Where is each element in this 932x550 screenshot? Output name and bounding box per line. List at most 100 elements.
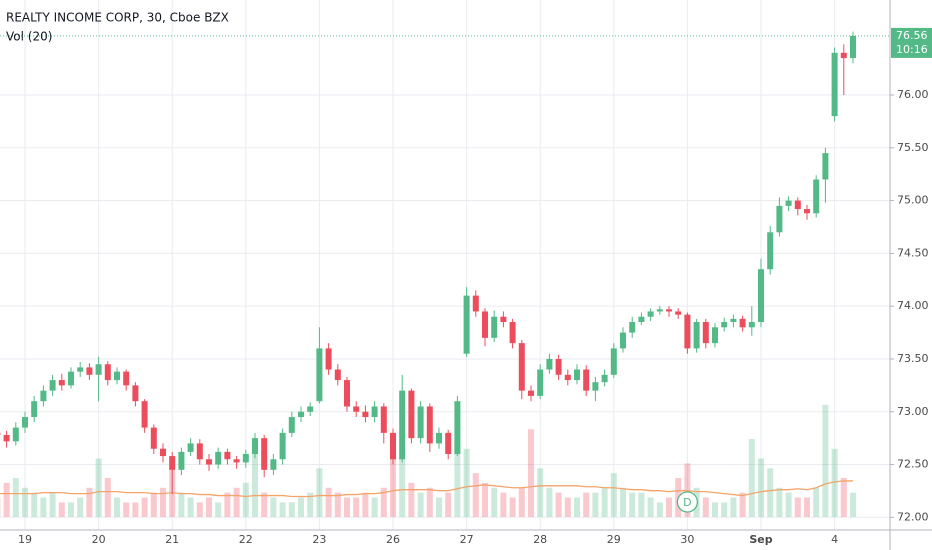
x-tick-label: 19 xyxy=(18,533,32,546)
volume-bar xyxy=(408,482,415,517)
volume-bar xyxy=(86,487,93,517)
candle-body xyxy=(436,432,442,444)
candle-body xyxy=(169,456,176,470)
volume-bar xyxy=(472,473,479,517)
candle-body xyxy=(77,367,84,372)
candle-body xyxy=(261,438,268,470)
volume-bar xyxy=(3,482,10,517)
volume-bar xyxy=(601,487,608,517)
candle-body xyxy=(288,417,295,433)
candle-body xyxy=(114,371,120,381)
volume-bar xyxy=(104,478,111,517)
y-tick-label: 74.00 xyxy=(897,299,929,312)
candle-body xyxy=(482,311,488,338)
candle-body xyxy=(242,453,249,463)
volume-bar xyxy=(68,502,74,517)
volume-bar xyxy=(712,502,718,517)
candle-body xyxy=(500,316,507,323)
candle-body xyxy=(123,371,130,386)
y-tick-label: 72.50 xyxy=(897,458,929,471)
volume-bar xyxy=(656,502,663,517)
candle-body xyxy=(666,309,672,312)
candle-body xyxy=(95,364,102,375)
candle-body xyxy=(417,406,424,439)
grid xyxy=(0,0,890,530)
volume-bar xyxy=(620,487,626,517)
candle-body xyxy=(748,322,755,328)
candle-body xyxy=(472,295,479,312)
candle-body xyxy=(279,432,286,460)
candle-body xyxy=(463,295,470,354)
candle-body xyxy=(758,269,764,323)
volume-bar xyxy=(518,487,525,517)
volume-bar xyxy=(574,497,580,517)
candle-body xyxy=(491,316,498,338)
volume-bar xyxy=(491,487,498,517)
volume-bar xyxy=(564,497,571,517)
volume-bar xyxy=(758,458,764,517)
volume-bar xyxy=(840,478,847,517)
y-tick-label: 73.00 xyxy=(897,405,929,418)
volume-bar xyxy=(592,492,599,517)
candle-body xyxy=(31,401,38,418)
candle-body xyxy=(767,232,774,270)
candle-body xyxy=(684,314,691,349)
volume-bar xyxy=(362,492,369,517)
last-price-box xyxy=(891,27,932,58)
candle-body xyxy=(104,364,111,381)
volume-bar xyxy=(22,487,28,517)
candle-body xyxy=(22,417,28,428)
candle-body xyxy=(399,390,406,460)
candle-body xyxy=(408,390,415,439)
volume-bar xyxy=(831,448,838,517)
volume-bar xyxy=(721,502,728,517)
last-price-label: 76.56 xyxy=(896,29,928,42)
volume-bar xyxy=(436,497,442,517)
x-tick-label: 4 xyxy=(831,533,838,546)
candle-body xyxy=(68,371,74,386)
volume-bar xyxy=(141,497,148,517)
candle-body xyxy=(712,327,718,344)
candle-body xyxy=(325,348,332,370)
candle-body xyxy=(647,311,654,317)
volume-bar xyxy=(546,487,553,517)
candle-body xyxy=(353,406,360,412)
volume-bar xyxy=(794,497,801,517)
volume-bar xyxy=(187,497,194,517)
volume-bar xyxy=(242,482,249,517)
candle-body xyxy=(196,443,203,460)
x-tick-label: 27 xyxy=(460,533,474,546)
candle-body xyxy=(601,374,608,383)
dividend-marker-label: D xyxy=(683,496,691,509)
dividend-marker[interactable] xyxy=(676,491,699,513)
volume-bar xyxy=(804,497,810,517)
volume-bar xyxy=(390,439,396,517)
volume-bar xyxy=(334,492,341,517)
candle-body xyxy=(675,311,682,315)
candle-body xyxy=(344,380,350,407)
candle-body xyxy=(12,427,19,442)
candle-body xyxy=(546,358,553,370)
volume-bar xyxy=(417,492,424,517)
candle-body xyxy=(592,382,599,391)
candle-body xyxy=(233,459,240,463)
candle-body xyxy=(804,209,810,214)
volume-bar xyxy=(224,492,231,517)
candle-body xyxy=(307,406,314,412)
volume-bar xyxy=(279,502,286,517)
candle-body xyxy=(187,443,194,452)
candle-body xyxy=(178,451,185,470)
volume-bar xyxy=(371,497,378,517)
candle-body xyxy=(564,374,571,381)
x-tick-label: 20 xyxy=(92,533,106,546)
candle-body xyxy=(702,322,709,344)
volume-bar xyxy=(610,473,617,517)
volume-bar xyxy=(528,429,534,517)
volume-bar xyxy=(748,439,755,517)
candle-body xyxy=(509,322,516,344)
x-tick-label: 26 xyxy=(386,533,400,546)
candle-body xyxy=(371,406,378,418)
y-tick-label: 74.50 xyxy=(897,246,929,259)
x-tick-label: 22 xyxy=(239,533,253,546)
